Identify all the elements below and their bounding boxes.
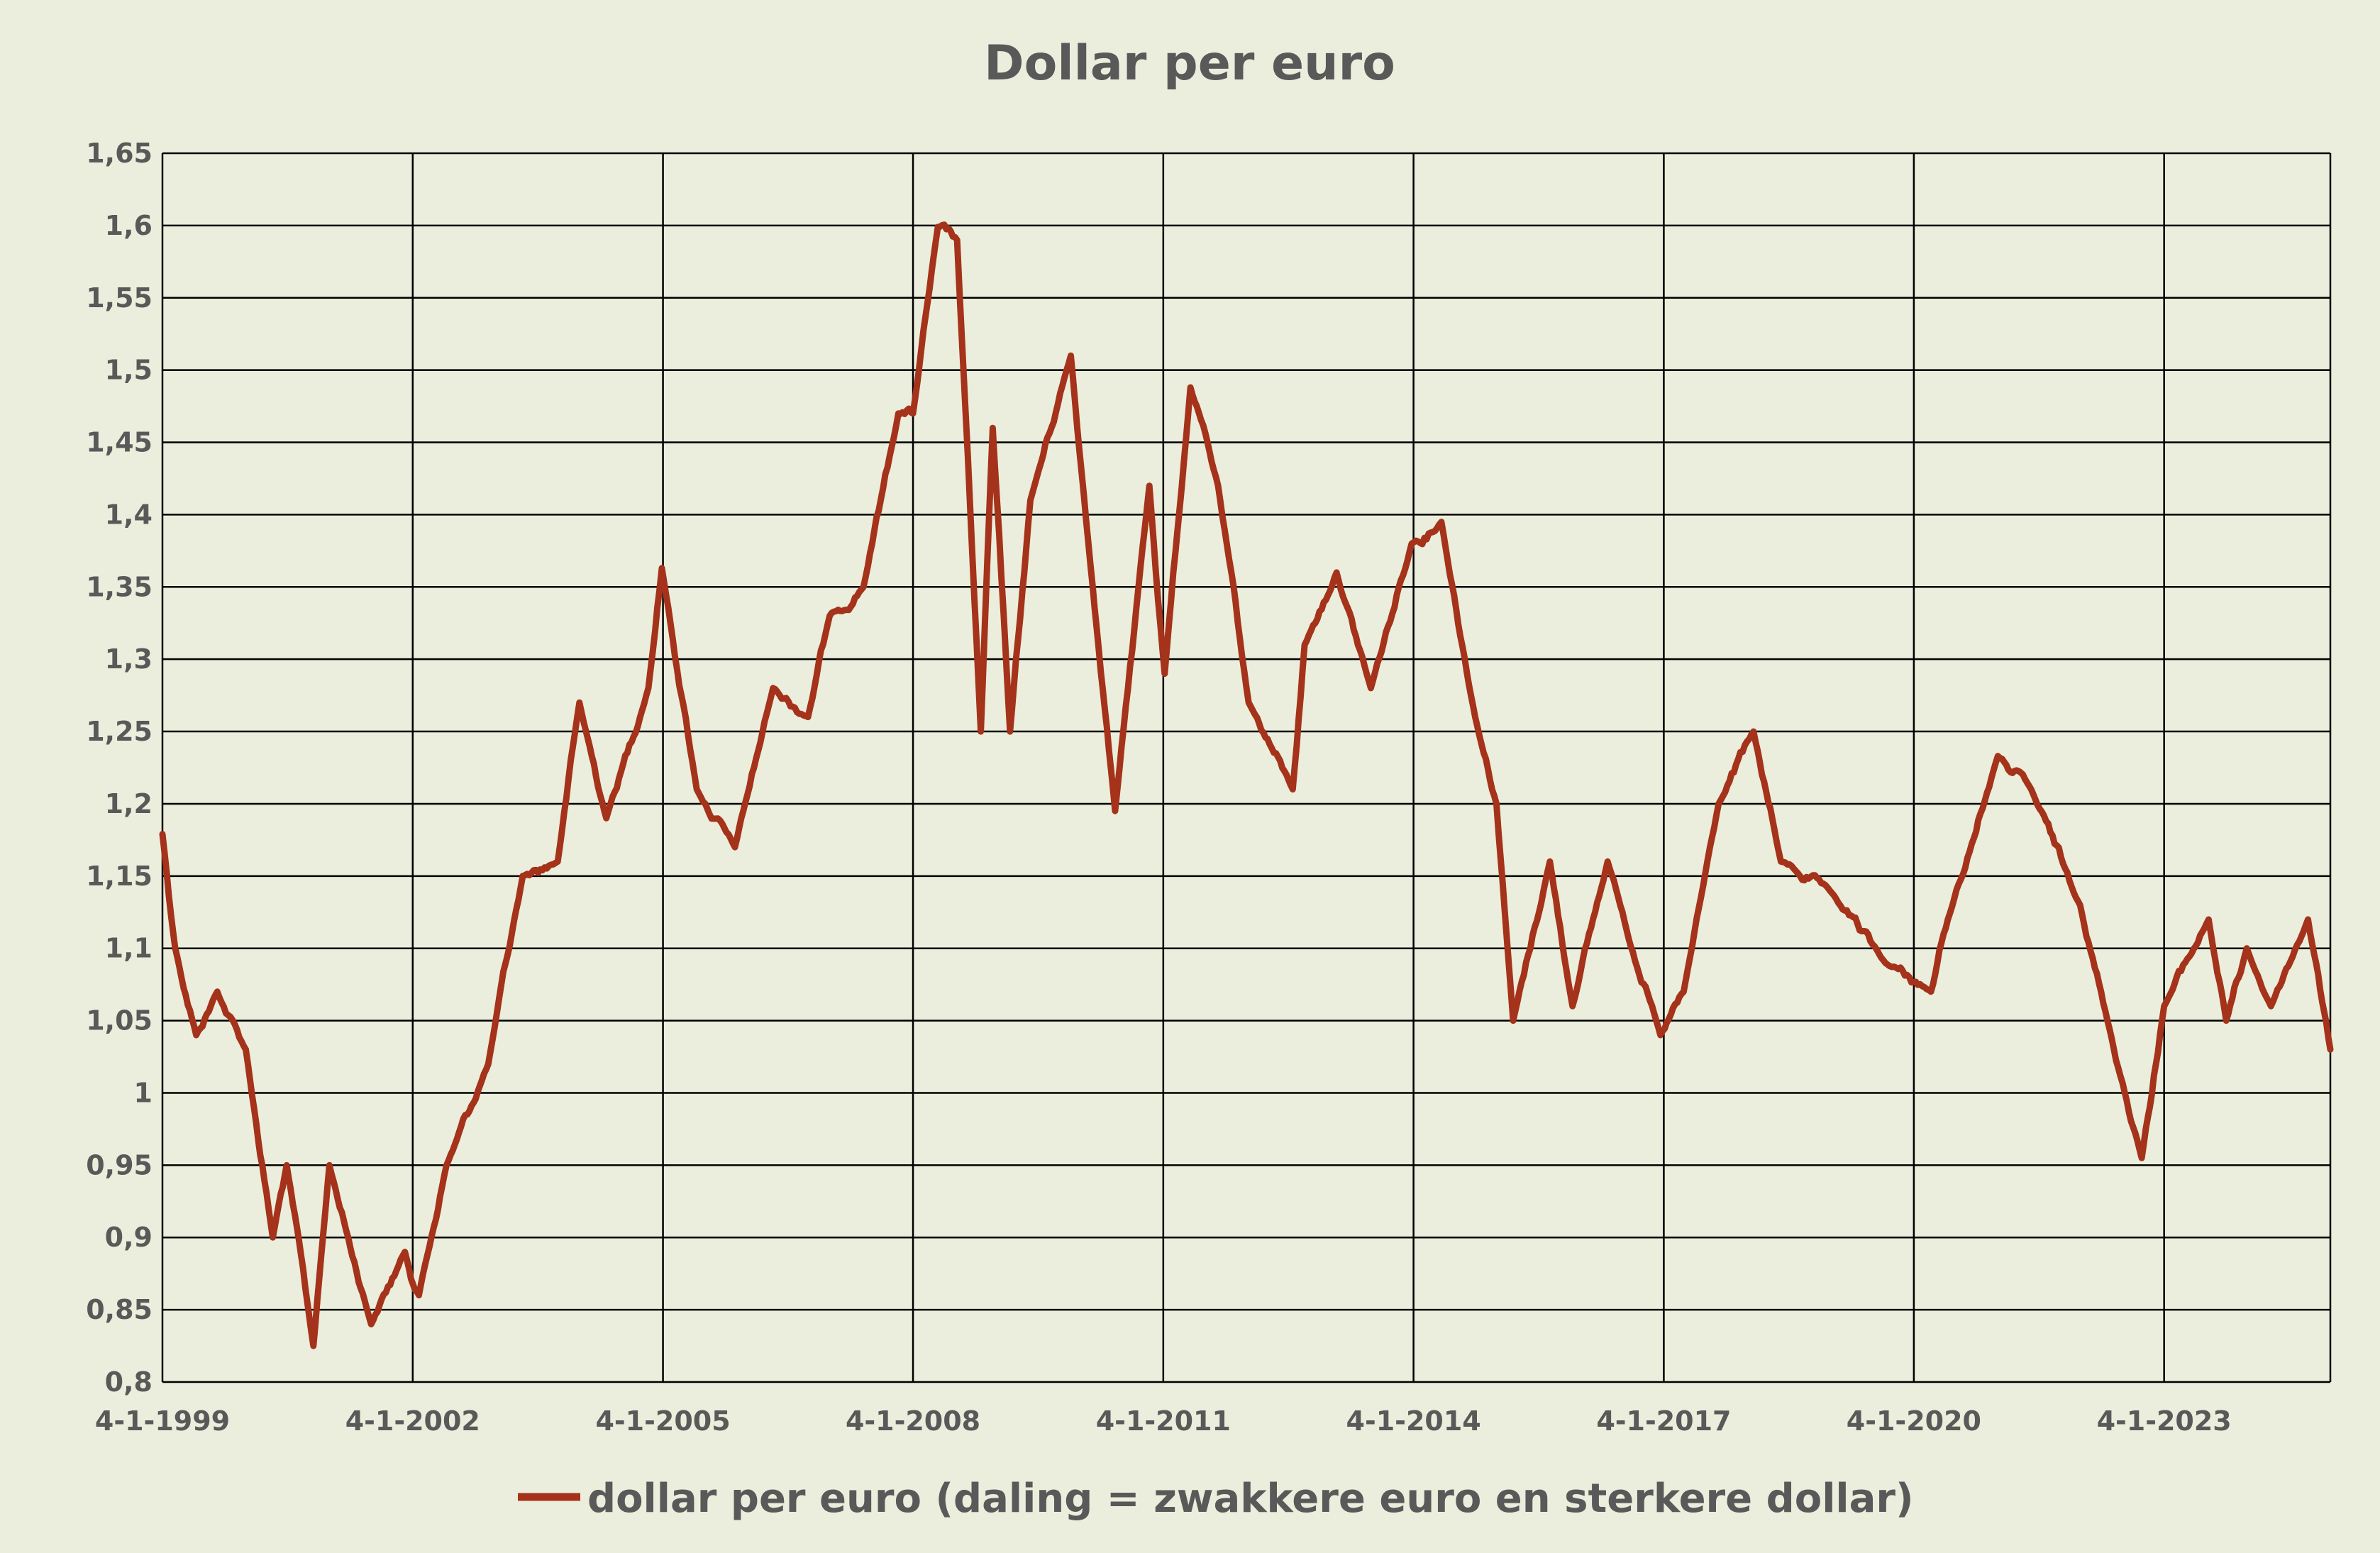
x-tick-label: 4-1-2008: [846, 1405, 980, 1437]
y-tick-label: 0,95: [86, 1149, 153, 1181]
y-tick-label: 1,2: [105, 788, 153, 819]
y-tick-label: 1,55: [86, 282, 153, 314]
x-tick-label: 4-1-2017: [1596, 1405, 1731, 1437]
x-tick-label: 4-1-2005: [595, 1405, 730, 1437]
series-lines: [159, 221, 2334, 1349]
y-axis-ticks: 0,8 0,85 0,9 0,95 1 1,05 1,1 1,15 1,2 1,25 1,3 1,35…: [86, 138, 153, 1398]
y-tick-label: 1,25: [86, 716, 153, 747]
y-tick-label: 1,3: [105, 643, 153, 675]
y-tick-label: 1,4: [105, 499, 153, 530]
x-tick-label: 4-1-2020: [1847, 1405, 1981, 1437]
chart-title: Dollar per euro: [984, 35, 1395, 92]
y-tick-label: 1,15: [86, 861, 153, 892]
legend-label: dollar per euro (daling = zwakkere euro …: [587, 1476, 1914, 1522]
y-tick-label: 1,05: [86, 1005, 153, 1037]
x-tick-label: 4-1-2002: [345, 1405, 480, 1437]
y-tick-label: 0,85: [86, 1294, 153, 1325]
x-tick-label: 4-1-2014: [1346, 1405, 1481, 1437]
y-tick-label: 0,8: [105, 1366, 153, 1398]
x-tick-label: 4-1-2011: [1096, 1405, 1231, 1437]
y-tick-label: 1,65: [86, 138, 153, 169]
legend: dollar per euro (daling = zwakkere euro …: [518, 1476, 1914, 1522]
y-tick-label: 1,35: [86, 571, 153, 602]
x-axis-ticks: 4-1-1999 4-1-2002 4-1-2005 4-1-2008 4-1-2011…: [95, 1405, 2232, 1437]
x-tick-label: 4-1-1999: [95, 1405, 230, 1437]
x-tick-label: 4-1-2023: [2097, 1405, 2232, 1437]
y-tick-label: 1,5: [105, 355, 153, 386]
y-tick-label: 0,9: [105, 1222, 153, 1253]
gridlines: [161, 152, 2332, 1383]
y-tick-label: 1,1: [105, 933, 153, 964]
y-tick-label: 1: [134, 1077, 153, 1108]
series-line: [159, 221, 2334, 1349]
y-tick-label: 1,6: [105, 210, 153, 241]
y-tick-label: 1,45: [86, 427, 153, 458]
